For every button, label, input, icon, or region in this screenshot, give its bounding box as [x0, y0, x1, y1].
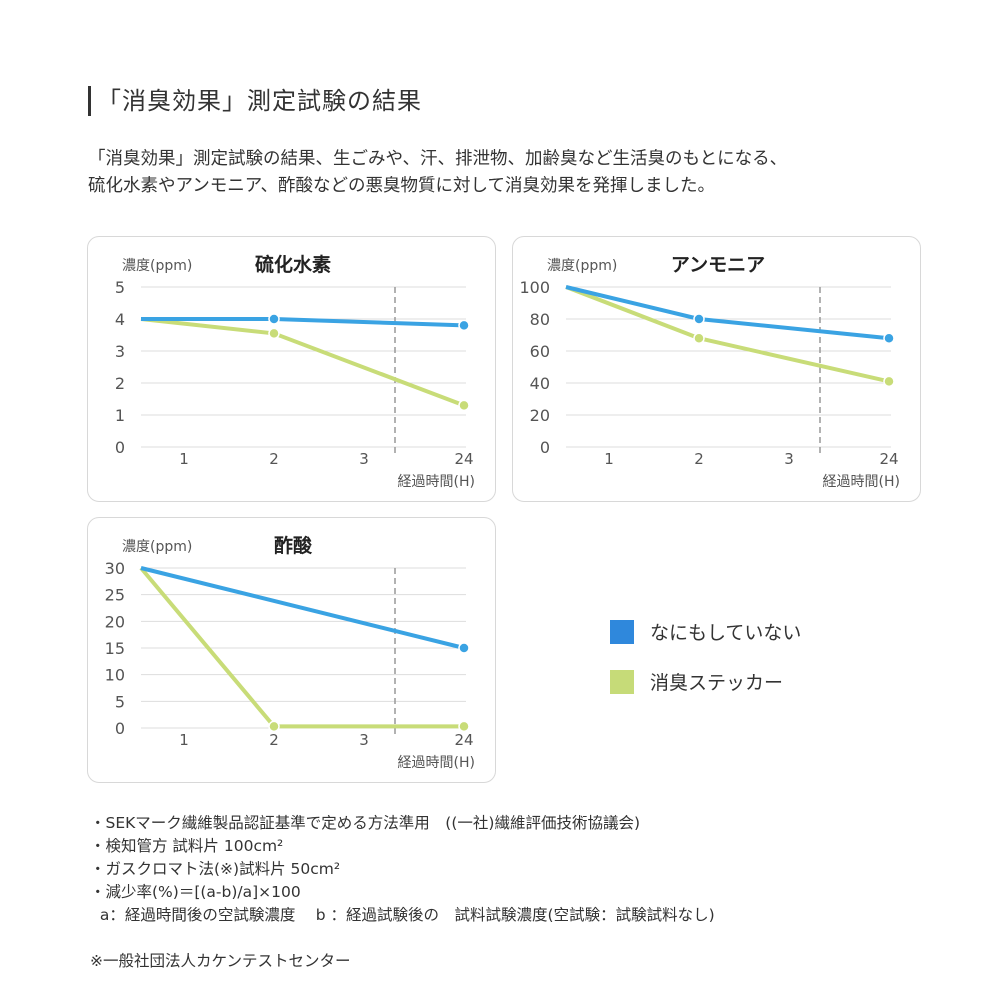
y-tick-label: 3 — [115, 342, 125, 361]
series-line-untreated — [140, 566, 465, 650]
y-tick-label: 0 — [115, 719, 125, 738]
x-tick-label: 24 — [454, 731, 473, 749]
page-title: 「消臭効果」測定試験の結果 — [88, 86, 422, 116]
y-tick-label: 5 — [115, 692, 125, 711]
x-tick-label: 1 — [179, 731, 189, 749]
y-tick-label: 100 — [519, 278, 550, 297]
x-tick-label: 2 — [269, 731, 279, 749]
y-tick-label: 30 — [105, 559, 125, 578]
x-tick-label: 3 — [359, 731, 369, 749]
data-point — [693, 332, 705, 344]
note-line — [90, 927, 715, 950]
y-tick-label: 25 — [105, 586, 125, 605]
y-tick-label: 5 — [115, 278, 125, 297]
legend-label: 消臭ステッカー — [650, 672, 784, 694]
y-tick-label: 0 — [540, 438, 550, 457]
data-point — [268, 313, 280, 325]
x-axis-label: 経過時間(H) — [398, 755, 475, 771]
x-tick-label: 1 — [179, 450, 189, 468]
intro-line: 硫化水素やアンモニア、酢酸などの悪臭物質に対して消臭効果を発揮しました。 — [88, 176, 716, 196]
note-line: ・検知管方 試料片 100cm² — [90, 837, 284, 855]
chart-card-ammonia: 濃度(ppm) アンモニア 0 20 40 60 80 100 1 2 3 24 経過時間(H) — [512, 236, 921, 502]
data-point — [883, 375, 895, 388]
legend-swatch-blue — [610, 619, 634, 644]
data-point — [458, 399, 470, 412]
note-line: ・ガスクロマト法(※)試料片 50cm² — [90, 860, 341, 878]
legend-item-sticker: 消臭ステッカー — [610, 668, 783, 695]
note-line: ※一般社団法人カケンテストセンター — [90, 952, 351, 970]
note-line: ・減少率(%)＝[(a-b)/a]×100 — [90, 883, 301, 901]
data-point — [268, 720, 280, 733]
y-tick-label: 80 — [530, 310, 550, 329]
y-tick-label: 10 — [105, 666, 125, 685]
y-tick-label: 4 — [115, 310, 125, 329]
y-axis-label: 濃度(ppm) — [547, 258, 617, 274]
y-tick-label: 40 — [530, 374, 550, 393]
data-point — [458, 319, 470, 332]
x-tick-label: 2 — [694, 450, 704, 468]
data-point — [693, 313, 705, 325]
chart-title: 酢酸 — [274, 534, 313, 557]
chart-title: アンモニア — [671, 254, 765, 276]
chart-title: 硫化水素 — [255, 253, 331, 276]
x-tick-label: 24 — [454, 450, 473, 468]
data-point — [458, 642, 470, 654]
note-line: a：経過時間後の空試験濃度 b ：経過試験後の 試料試験濃度(空試験：試験試料な… — [90, 906, 715, 924]
x-axis-label: 経過時間(H) — [823, 474, 900, 490]
chart-svg: 濃度(ppm) アンモニア 0 20 40 60 80 100 1 2 3 24 経過時間(H) — [519, 254, 900, 490]
legend-label: なにもしていない — [650, 622, 802, 644]
x-tick-label: 24 — [879, 450, 898, 468]
y-axis-label: 濃度(ppm) — [122, 258, 192, 274]
y-tick-label: 15 — [105, 639, 125, 658]
y-tick-label: 20 — [530, 406, 550, 425]
series-line-sticker — [139, 566, 464, 729]
intro-line: 「消臭効果」測定試験の結果、生ごみや、汗、排泄物、加齢臭など生活臭のもとになる、 — [88, 149, 788, 169]
chart-card-acetic-acid: 濃度(ppm) 酢酸 0 5 10 15 20 25 30 1 2 3 24 経過時間(H) — [87, 517, 496, 783]
y-tick-label: 2 — [115, 374, 125, 393]
chart-card-hydrogen-sulfide: 濃度(ppm) 硫化水素 0 1 2 3 4 5 1 2 3 24 経過時間(H) — [87, 236, 496, 502]
intro-text: 「消臭効果」測定試験の結果、生ごみや、汗、排泄物、加齢臭など生活臭のもとになる、… — [88, 146, 948, 200]
notes: ・SEKマーク繊維製品認証基準で定める方法準用 ((一社)繊維評価技術協議会) … — [90, 812, 715, 973]
note-line: ・SEKマーク繊維製品認証基準で定める方法準用 ((一社)繊維評価技術協議会) — [90, 814, 640, 832]
y-axis-label: 濃度(ppm) — [122, 539, 192, 555]
x-axis-label: 経過時間(H) — [398, 474, 475, 490]
x-tick-label: 3 — [784, 450, 794, 468]
chart-svg: 濃度(ppm) 硫化水素 0 1 2 3 4 5 1 2 3 24 経過時間(H) — [115, 253, 475, 490]
data-point — [458, 720, 470, 733]
series-line-sticker — [140, 317, 465, 408]
chart-svg: 濃度(ppm) 酢酸 0 5 10 15 20 25 30 1 2 3 24 経過時間(H) — [105, 534, 475, 771]
x-tick-label: 2 — [269, 450, 279, 468]
legend-swatch-green — [610, 669, 634, 694]
y-tick-label: 20 — [105, 612, 125, 631]
y-tick-label: 60 — [530, 342, 550, 361]
x-tick-label: 3 — [359, 450, 369, 468]
x-tick-label: 1 — [604, 450, 614, 468]
series-line-untreated — [565, 285, 890, 341]
y-tick-label: 1 — [115, 406, 125, 425]
y-tick-label: 0 — [115, 438, 125, 457]
data-point — [883, 332, 895, 344]
legend-item-untreated: なにもしていない — [610, 618, 801, 645]
data-point — [268, 327, 280, 340]
